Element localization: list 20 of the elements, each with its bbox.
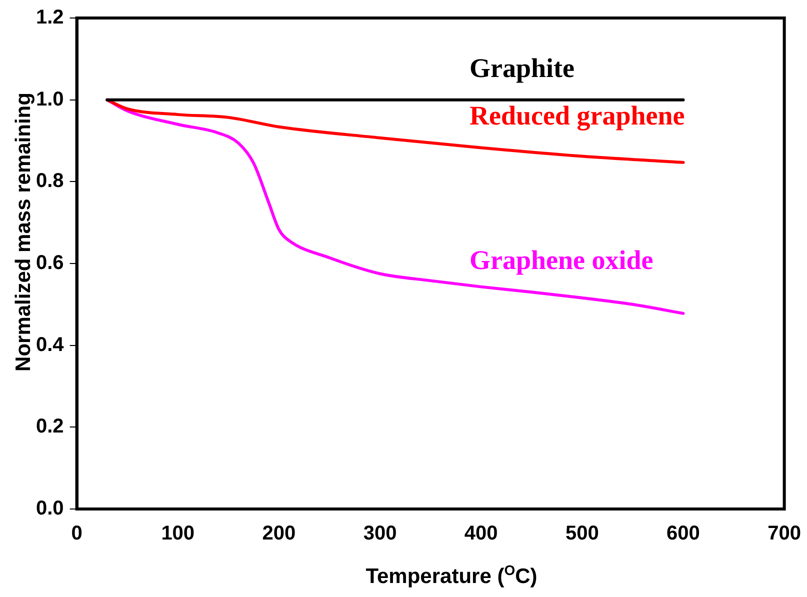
y-tick-label: 1.0 [36,88,64,110]
x-tick-label: 100 [161,522,195,545]
x-tick-label: 0 [71,522,82,545]
series-label: Graphite [469,52,574,83]
x-axis-title: Temperature ($^{O}$C) [364,562,538,589]
y-tick-label: 0.2 [36,416,64,438]
y-tick-label: 0.6 [36,252,64,274]
x-tick-label: 500 [565,522,599,545]
x-tick-label: 400 [464,522,498,545]
series-label: Graphene oxide [469,245,654,276]
x-tick-label: 600 [666,522,700,545]
series-label: Reduced graphene [469,100,685,131]
y-tick-label: 1.2 [36,6,64,29]
y-tick-label: 0.8 [36,170,64,192]
y-axis-title: Normalized mass remaining [12,92,36,372]
x-tick-label: 700 [768,522,802,545]
y-tick-label: 0.4 [36,334,65,356]
y-tick-label: 0.0 [36,498,64,520]
x-tick-label: 300 [363,522,397,545]
x-tick-label: 200 [262,522,296,545]
